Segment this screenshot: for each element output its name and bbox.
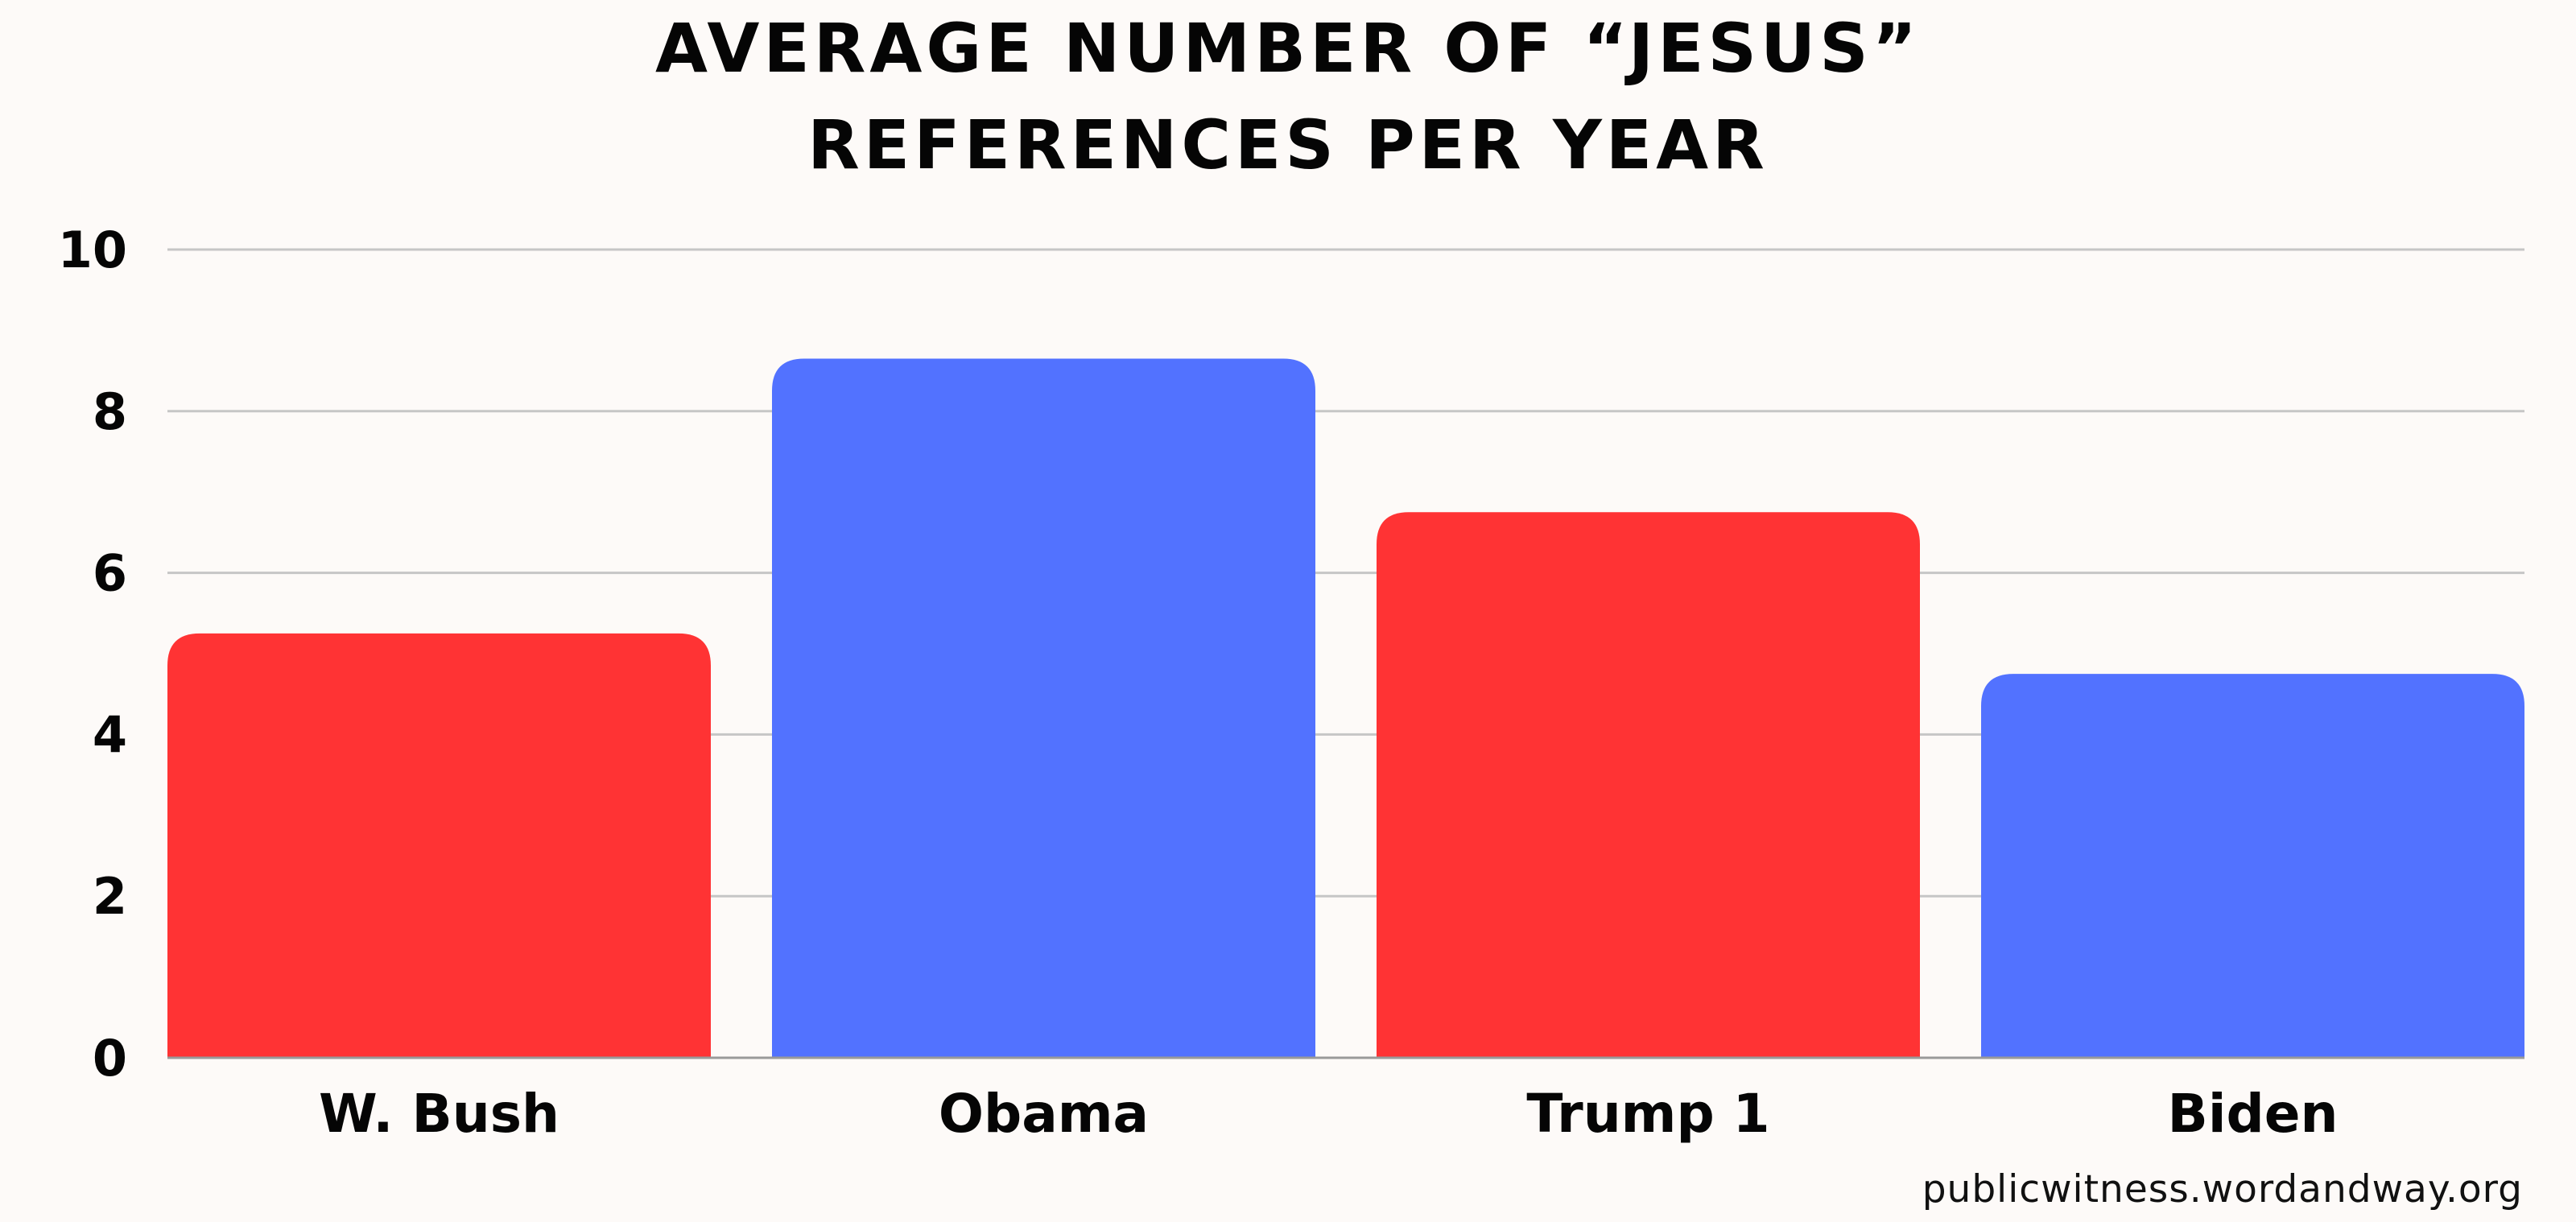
y-tick-label: 10 [58, 221, 127, 279]
y-tick-label: 4 [93, 705, 127, 764]
x-tick-label: Biden [2168, 1083, 2339, 1145]
x-tick-label: Obama [939, 1083, 1149, 1145]
chart-title-line-2: REFERENCES PER YEAR [807, 105, 1769, 184]
bar [772, 358, 1315, 1058]
y-tick-label: 6 [93, 544, 127, 603]
chart-title-line-1: AVERAGE NUMBER OF “JESUS” [655, 9, 1921, 88]
bar [167, 633, 711, 1058]
y-tick-label: 8 [93, 382, 127, 441]
x-tick-label: W. Bush [319, 1083, 559, 1145]
bar [1981, 674, 2524, 1058]
x-tick-label: Trump 1 [1526, 1083, 1769, 1145]
y-tick-label: 2 [93, 867, 127, 926]
bar [1377, 512, 1920, 1058]
source-credit: publicwitness.wordandway.org [1922, 1167, 2523, 1212]
y-tick-label: 0 [93, 1029, 127, 1088]
